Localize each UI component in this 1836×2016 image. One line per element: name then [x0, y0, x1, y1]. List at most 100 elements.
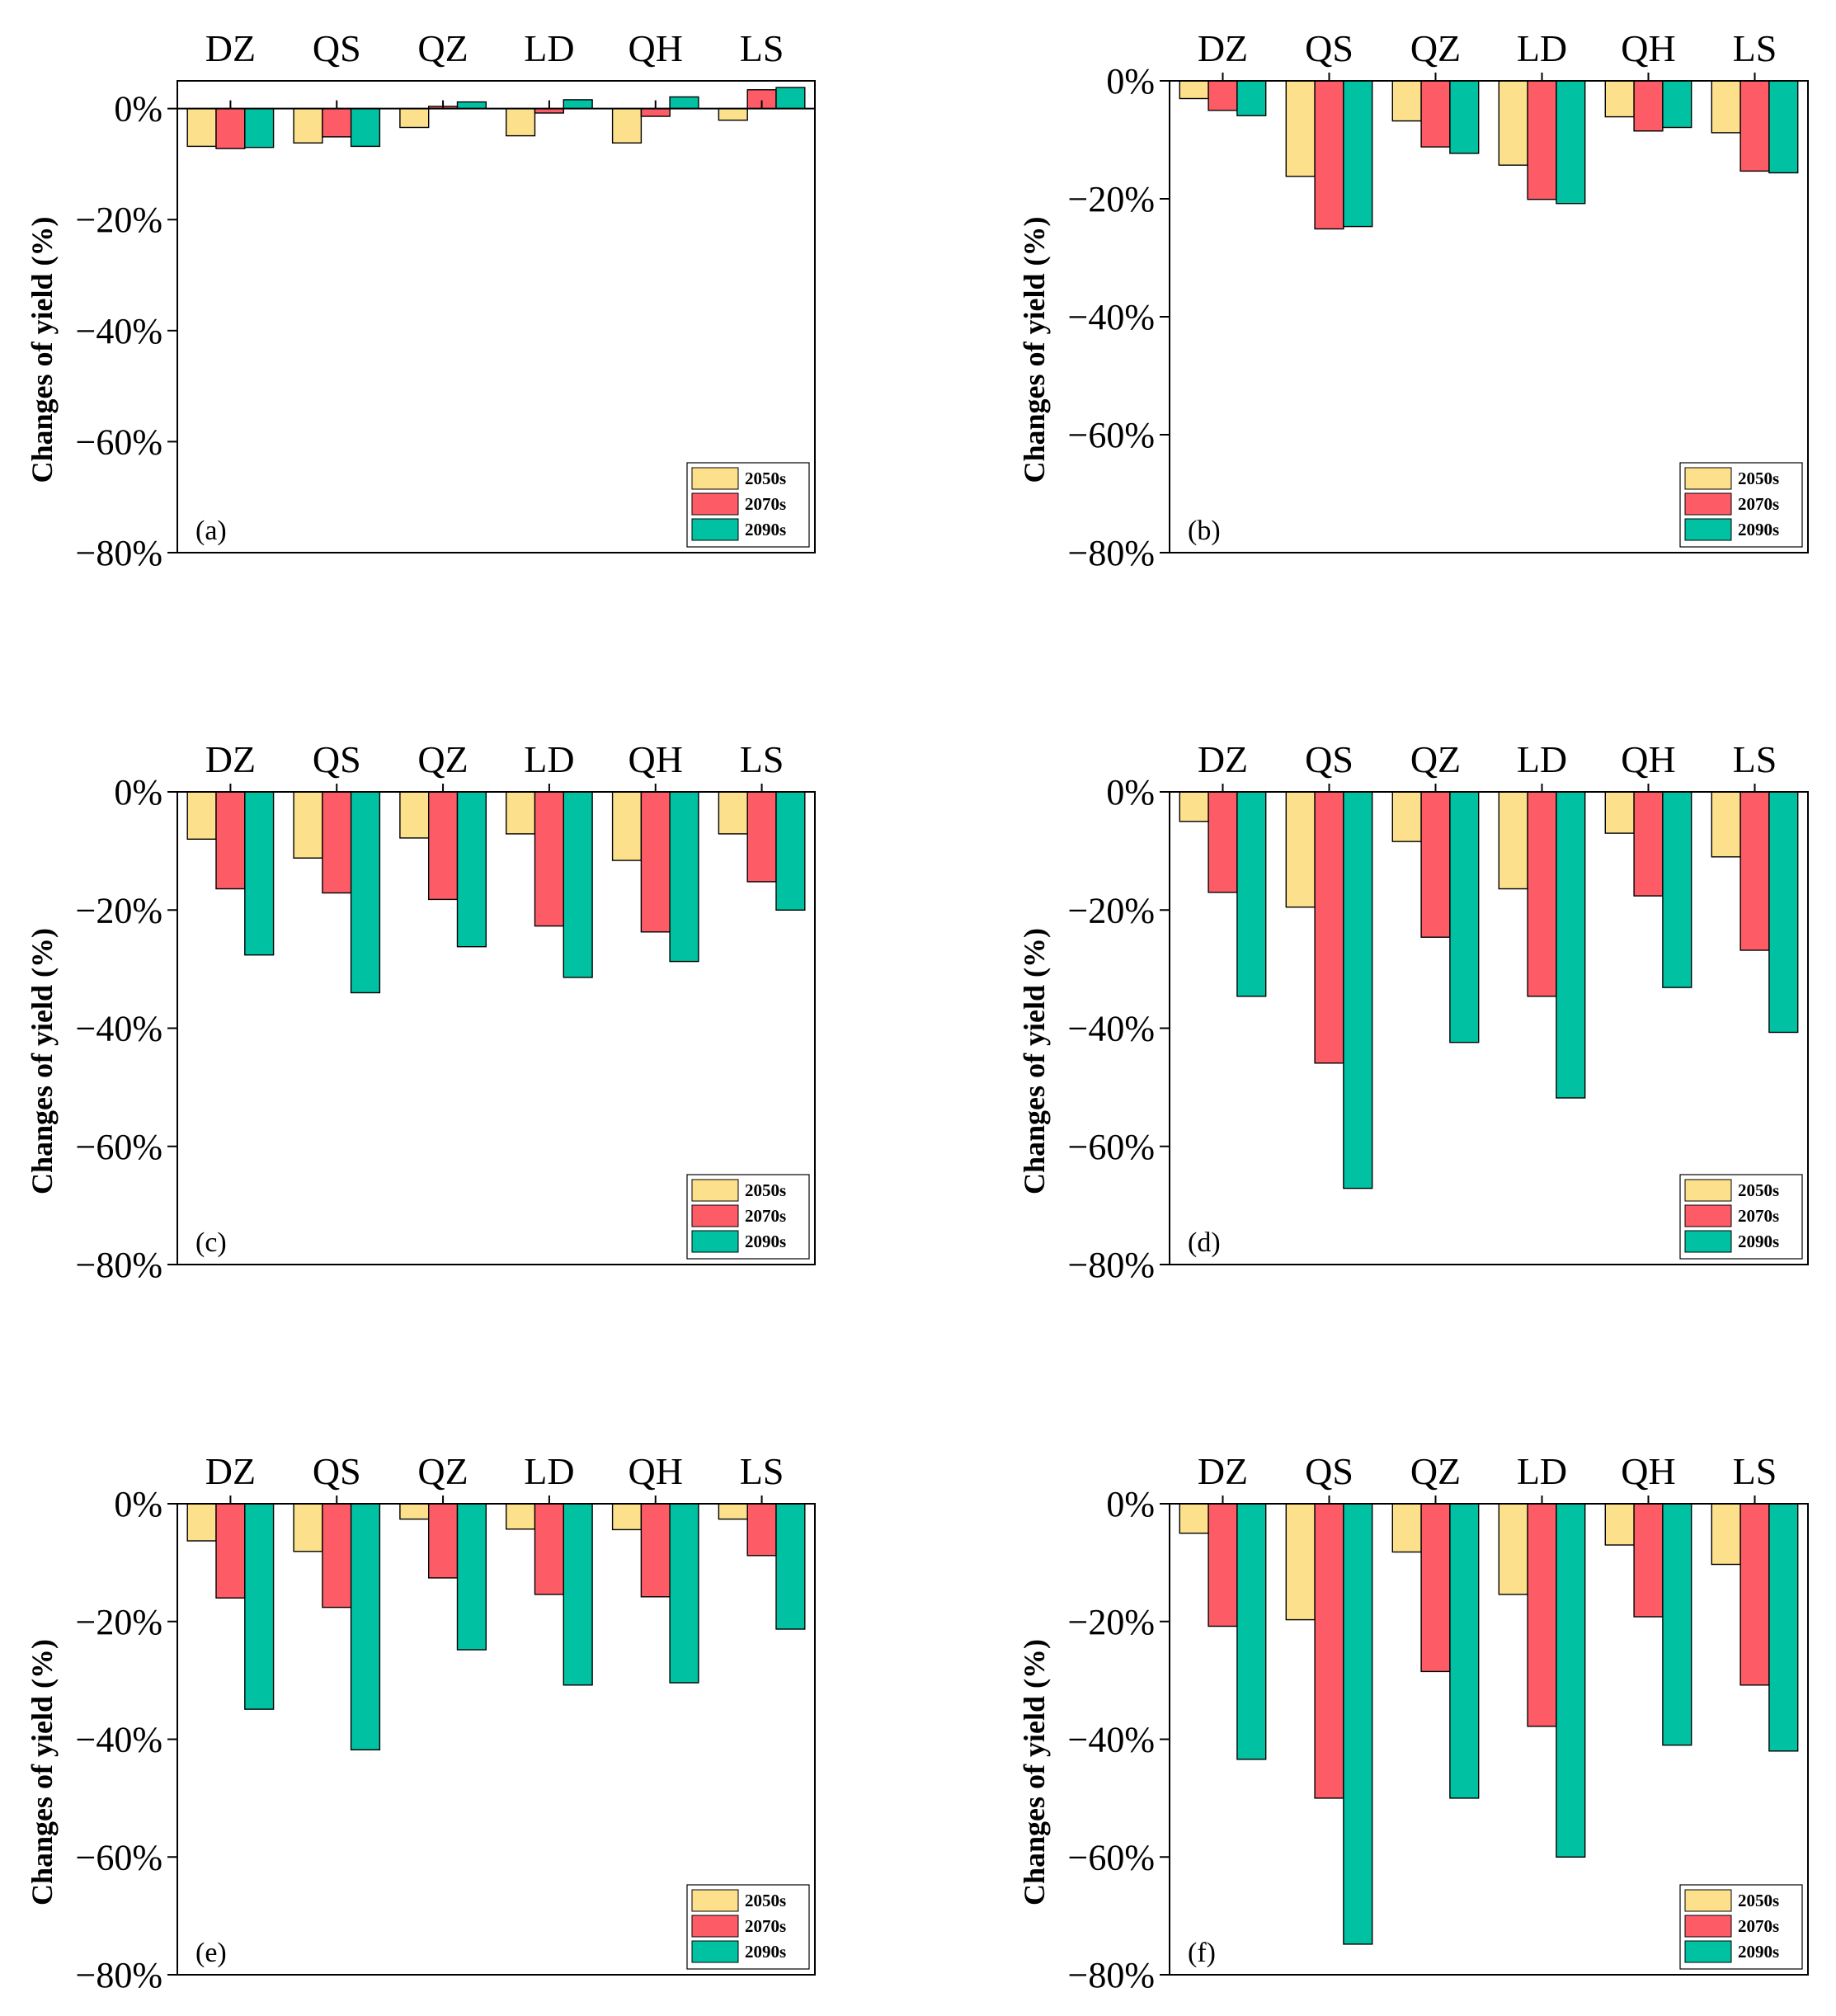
bar-2050s-DZ[interactable]: [186, 791, 217, 840]
bar-2070s-QH[interactable]: [1633, 791, 1664, 897]
bar-2090s-DZ[interactable]: [1236, 80, 1267, 116]
bar-2050s-DZ[interactable]: [186, 107, 217, 148]
bar-2050s-QZ[interactable]: [399, 791, 430, 839]
bar-2050s-DZ[interactable]: [1179, 1503, 1209, 1534]
bar-2050s-QS[interactable]: [1285, 1503, 1316, 1621]
bar-2070s-QZ[interactable]: [1420, 1503, 1451, 1673]
bar-2070s-DZ[interactable]: [215, 107, 246, 149]
bar-2050s-LD[interactable]: [506, 791, 536, 835]
bar-2070s-LS[interactable]: [1739, 80, 1770, 172]
bar-2070s-DZ[interactable]: [1208, 80, 1238, 111]
bar-2050s-QS[interactable]: [1285, 80, 1316, 177]
bar-2050s-QH[interactable]: [1604, 80, 1635, 118]
bar-2090s-QZ[interactable]: [456, 791, 487, 948]
bar-2070s-DZ[interactable]: [215, 791, 246, 890]
bar-2050s-LS[interactable]: [718, 1503, 748, 1520]
bar-2090s-QH[interactable]: [669, 1503, 699, 1684]
bar-2050s-QH[interactable]: [611, 791, 643, 861]
bar-2050s-LD[interactable]: [1498, 791, 1528, 890]
bar-2090s-LD[interactable]: [1556, 791, 1586, 1099]
bar-2050s-QH[interactable]: [1604, 791, 1635, 834]
bar-2090s-LS[interactable]: [775, 87, 806, 110]
bar-2050s-QS[interactable]: [293, 107, 323, 144]
bar-2090s-DZ[interactable]: [244, 791, 275, 956]
bar-2090s-LD[interactable]: [563, 791, 593, 978]
bar-2050s-LS[interactable]: [718, 107, 748, 121]
bar-2070s-LD[interactable]: [1527, 80, 1557, 200]
bar-2070s-LD[interactable]: [1527, 791, 1557, 997]
bar-2090s-QS[interactable]: [1343, 80, 1373, 228]
bar-2050s-DZ[interactable]: [186, 1503, 217, 1542]
bar-2090s-LD[interactable]: [563, 99, 593, 110]
bar-2070s-LS[interactable]: [746, 1503, 777, 1557]
bar-2070s-QZ[interactable]: [428, 791, 459, 901]
bar-2070s-QH[interactable]: [640, 791, 671, 933]
bar-2090s-QZ[interactable]: [456, 1503, 487, 1651]
bar-2090s-LS[interactable]: [1768, 1503, 1799, 1752]
bar-2050s-QZ[interactable]: [1391, 791, 1422, 842]
bar-2050s-QS[interactable]: [1285, 791, 1316, 908]
bar-2090s-QS[interactable]: [1343, 1503, 1373, 1945]
bar-2070s-QZ[interactable]: [428, 1503, 459, 1579]
bar-2070s-QZ[interactable]: [1420, 791, 1451, 938]
bar-2050s-LS[interactable]: [1711, 1503, 1741, 1566]
bar-2070s-QS[interactable]: [1314, 80, 1344, 230]
bar-2050s-QS[interactable]: [293, 1503, 323, 1552]
bar-2070s-LS[interactable]: [1739, 1503, 1770, 1686]
bar-2090s-LS[interactable]: [775, 1503, 806, 1630]
bar-2070s-LS[interactable]: [746, 791, 777, 883]
bar-2090s-DZ[interactable]: [244, 107, 275, 148]
bar-2090s-QH[interactable]: [669, 96, 699, 110]
bar-2070s-QS[interactable]: [1314, 1503, 1344, 1799]
bar-2050s-QZ[interactable]: [399, 107, 430, 129]
bar-2050s-QZ[interactable]: [1391, 80, 1422, 122]
bar-2050s-DZ[interactable]: [1179, 791, 1209, 822]
bar-2070s-LD[interactable]: [534, 1503, 564, 1595]
bar-2070s-QS[interactable]: [1314, 791, 1344, 1064]
bar-2070s-QS[interactable]: [322, 1503, 352, 1609]
bar-2090s-DZ[interactable]: [1236, 1503, 1267, 1760]
bar-2090s-QS[interactable]: [350, 107, 381, 148]
bar-2090s-LD[interactable]: [1556, 80, 1586, 205]
bar-2090s-QS[interactable]: [1343, 791, 1373, 1189]
bar-2070s-DZ[interactable]: [215, 1503, 246, 1599]
bar-2090s-QS[interactable]: [350, 791, 381, 994]
bar-2070s-QS[interactable]: [322, 791, 352, 894]
bar-2090s-QZ[interactable]: [1449, 80, 1480, 154]
bar-2050s-DZ[interactable]: [1179, 80, 1209, 100]
bar-2090s-QZ[interactable]: [456, 101, 487, 110]
bar-2070s-QH[interactable]: [640, 107, 671, 117]
bar-2070s-QH[interactable]: [1633, 80, 1664, 132]
bar-2090s-LS[interactable]: [1768, 80, 1799, 174]
bar-2090s-DZ[interactable]: [1236, 791, 1267, 997]
bar-2050s-LS[interactable]: [718, 791, 748, 835]
bar-2090s-LD[interactable]: [1556, 1503, 1586, 1858]
bar-2050s-QZ[interactable]: [1391, 1503, 1422, 1553]
bar-2050s-LD[interactable]: [506, 1503, 536, 1530]
bar-2090s-QS[interactable]: [350, 1503, 381, 1750]
bar-2070s-QS[interactable]: [322, 107, 352, 138]
bar-2090s-QH[interactable]: [1662, 80, 1692, 129]
bar-2070s-LD[interactable]: [1527, 1503, 1557, 1727]
bar-2070s-QZ[interactable]: [1420, 80, 1451, 148]
bar-2090s-LD[interactable]: [563, 1503, 593, 1686]
bar-2050s-LS[interactable]: [1711, 80, 1741, 134]
bar-2070s-QH[interactable]: [1633, 1503, 1664, 1618]
bar-2050s-QH[interactable]: [611, 107, 643, 144]
bar-2090s-QH[interactable]: [1662, 1503, 1692, 1746]
bar-2090s-QZ[interactable]: [1449, 1503, 1480, 1799]
bar-2090s-QH[interactable]: [669, 791, 699, 963]
bar-2050s-QH[interactable]: [1604, 1503, 1635, 1546]
bar-2050s-QZ[interactable]: [399, 1503, 430, 1520]
bar-2070s-LS[interactable]: [1739, 791, 1770, 951]
bar-2050s-LD[interactable]: [1498, 80, 1528, 166]
bar-2090s-QZ[interactable]: [1449, 791, 1480, 1043]
bar-2090s-LS[interactable]: [1768, 791, 1799, 1034]
bar-2050s-LD[interactable]: [506, 107, 536, 137]
bar-2050s-QH[interactable]: [611, 1503, 643, 1531]
bar-2050s-LD[interactable]: [1498, 1503, 1528, 1595]
bar-2090s-LS[interactable]: [775, 791, 806, 911]
bar-2050s-QS[interactable]: [293, 791, 323, 859]
bar-2090s-DZ[interactable]: [244, 1503, 275, 1710]
bar-2090s-QH[interactable]: [1662, 791, 1692, 988]
